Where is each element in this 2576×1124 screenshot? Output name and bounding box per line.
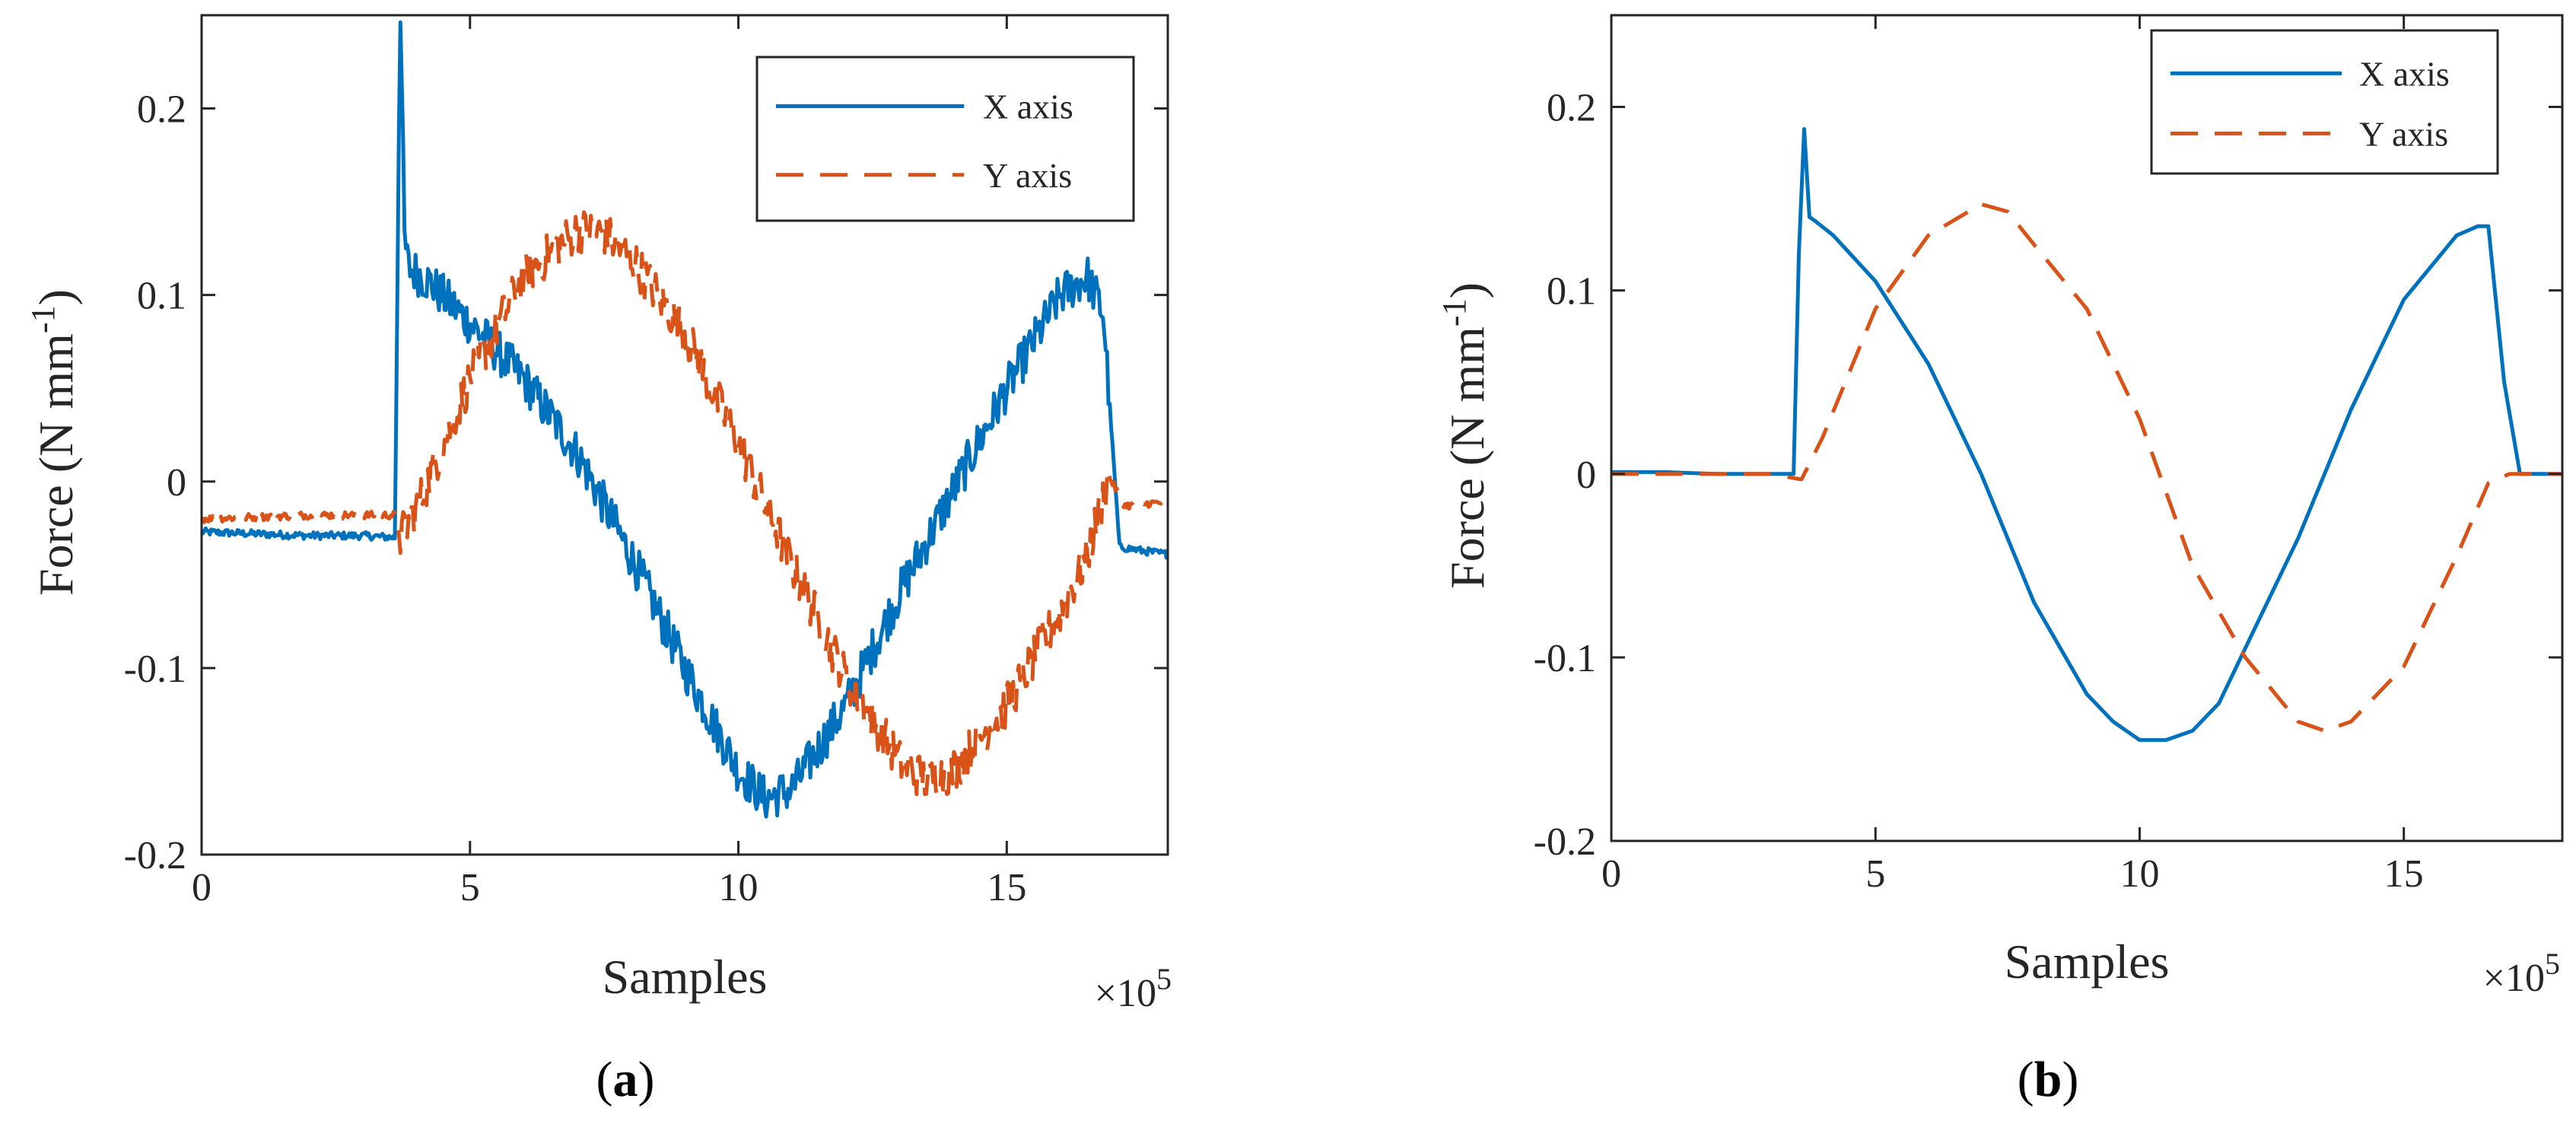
panel-a-legend-y-axis-label: Y axis	[983, 156, 1072, 195]
panel-a-x-multiplier-exp: 5	[1156, 962, 1172, 996]
panel-b-legend: X axis Y axis	[2150, 29, 2499, 175]
y-tick-label: 0.2	[1547, 87, 1596, 130]
panel-a-caption-letter: a	[613, 1052, 638, 1107]
panel-a-x-axis-title: Samples	[603, 950, 768, 1004]
series-line-x-axis	[1611, 127, 2562, 742]
x-tick-label: 10	[2120, 852, 2159, 896]
y-tick-label: -0.2	[1534, 820, 1596, 864]
panel-b-y-axis-title-sup: -1	[1436, 298, 1473, 326]
panel-a-plot-frame	[200, 14, 1169, 856]
panel-a-chart: 0 5 10 15 -0.2 -0.1 0 0.1 0.2 Samples Force (N m…	[24, 14, 1172, 1107]
y-tick-label: 0.2	[137, 88, 186, 132]
y-tick-label: 0	[1576, 454, 1596, 497]
panel-a-ticks: 0 5 10 15 -0.2 -0.1 0 0.1 0.2	[124, 15, 1168, 909]
series-line-y-axis	[1611, 202, 2562, 733]
x-tick-label: 5	[1865, 852, 1885, 896]
x-tick-label: 10	[719, 866, 758, 909]
y-tick-label: 0.1	[1547, 270, 1596, 314]
y-tick-label: -0.2	[124, 834, 186, 877]
panel-a-y-axis-title-main: Force (N mm	[29, 333, 83, 596]
panel-a-caption: (a)	[596, 1052, 655, 1107]
x-tick-label: 0	[192, 866, 211, 909]
panel-b-caption-letter: b	[2034, 1052, 2062, 1107]
panel-a-y-axis-title-close: )	[29, 289, 83, 305]
y-tick-label: -0.1	[1534, 637, 1596, 680]
panel-b-y-axis-title: Force (N mm-1)	[1436, 282, 1495, 589]
panel-b-x-multiplier-base: ×10	[2483, 957, 2545, 1000]
x-tick-label: 15	[2384, 852, 2424, 896]
y-tick-label: 0.1	[137, 275, 186, 318]
panel-a-legend-box	[755, 56, 1135, 222]
x-tick-label: 0	[1601, 852, 1621, 896]
panel-a-legend-x-axis-label: X axis	[983, 88, 1073, 126]
series-line-x-axis	[202, 20, 1168, 819]
series-line-y-axis	[202, 210, 1168, 799]
x-tick-label: 15	[987, 866, 1026, 909]
panel-b-series-layer	[1611, 127, 2562, 742]
panel-b-y-axis-title-close: )	[1440, 282, 1494, 298]
panel-a-series-layer	[202, 20, 1168, 819]
x-tick-label: 5	[460, 866, 480, 909]
panel-a-x-multiplier-base: ×10	[1095, 972, 1156, 1015]
y-tick-label: -0.1	[124, 648, 186, 691]
panel-b-plot-frame	[1610, 14, 2564, 842]
panel-a-y-axis-title: Force (N mm-1)	[24, 289, 84, 596]
panel-b-ticks: 0 5 10 15 -0.2 -0.1 0 0.1 0.2	[1534, 15, 2562, 896]
panel-a-y-axis-title-sup: -1	[24, 305, 62, 333]
panel-b-x-multiplier-exp: 5	[2545, 947, 2560, 981]
panel-b-legend-x-axis-label: X axis	[2359, 54, 2450, 93]
y-tick-label: 0	[167, 461, 186, 505]
panel-a-x-multiplier: ×105	[1095, 962, 1172, 1016]
panel-b-x-axis-title: Samples	[2005, 935, 2170, 989]
panel-a-legend: X axis Y axis	[755, 56, 1135, 222]
panel-b-x-multiplier: ×105	[2483, 947, 2560, 1001]
panel-b-legend-y-axis-label: Y axis	[2359, 114, 2448, 153]
panel-b-chart: 0 5 10 15 -0.2 -0.1 0 0.1 0.2 Samples Force (N m…	[1436, 14, 2564, 1107]
panel-b-legend-box	[2150, 29, 2499, 175]
panel-b-y-axis-title-main: Force (N mm	[1440, 326, 1494, 589]
panel-b-caption: (b)	[2018, 1052, 2079, 1107]
